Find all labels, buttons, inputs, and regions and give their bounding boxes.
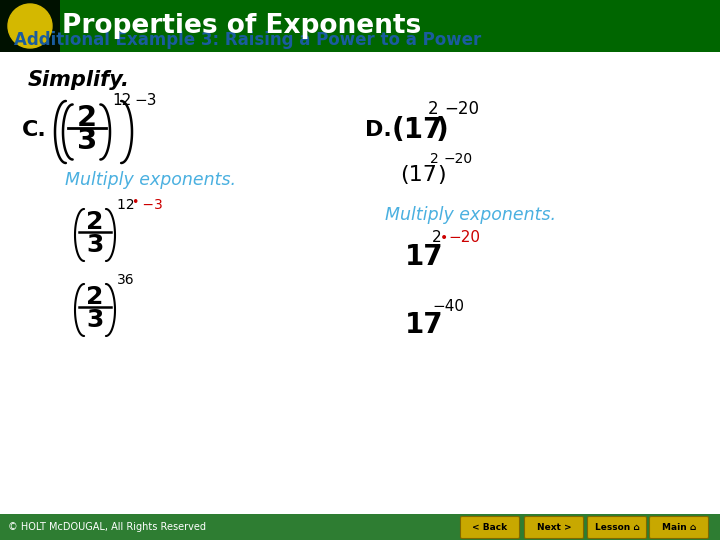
Text: Multiply exponents.: Multiply exponents.: [385, 206, 556, 224]
Text: −20: −20: [448, 230, 480, 245]
Text: −20: −20: [444, 100, 479, 118]
Text: 2: 2: [86, 210, 104, 234]
Text: (17: (17: [392, 116, 444, 144]
Text: 2: 2: [77, 104, 97, 132]
Text: ): ): [436, 116, 449, 144]
FancyBboxPatch shape: [524, 516, 583, 538]
Circle shape: [8, 4, 52, 48]
Text: ): ): [437, 165, 446, 185]
Text: Additional Example 3: Raising a Power to a Power: Additional Example 3: Raising a Power to…: [14, 31, 481, 49]
Text: Next >: Next >: [536, 523, 571, 532]
Text: 2: 2: [430, 152, 438, 166]
Text: Simplify.: Simplify.: [28, 70, 130, 90]
FancyBboxPatch shape: [461, 516, 520, 538]
Text: −3: −3: [138, 198, 163, 212]
Text: −40: −40: [432, 299, 464, 314]
Bar: [0, 0, 720, 52]
Text: 2: 2: [86, 285, 104, 309]
Text: Properties of Exponents: Properties of Exponents: [62, 13, 421, 39]
Text: 2: 2: [428, 100, 438, 118]
Text: 3: 3: [86, 233, 104, 257]
Text: 36: 36: [117, 273, 135, 287]
Text: (17: (17: [400, 165, 437, 185]
Text: Lesson ⌂: Lesson ⌂: [595, 523, 639, 532]
Text: C.: C.: [22, 120, 47, 140]
Bar: [0, 0, 60, 52]
Text: 17: 17: [405, 243, 444, 271]
Text: 12: 12: [117, 198, 139, 212]
FancyBboxPatch shape: [588, 516, 647, 538]
Text: 3: 3: [86, 308, 104, 332]
Text: 3: 3: [77, 127, 97, 155]
Text: 12: 12: [112, 93, 131, 108]
Bar: [0, 514, 720, 540]
Text: −20: −20: [444, 152, 473, 166]
Text: < Back: < Back: [472, 523, 508, 532]
Text: Multiply exponents.: Multiply exponents.: [65, 171, 236, 189]
Text: •: •: [131, 196, 138, 209]
Text: Main ⌂: Main ⌂: [662, 523, 696, 532]
Text: D.: D.: [365, 120, 392, 140]
FancyBboxPatch shape: [649, 516, 708, 538]
Text: •: •: [440, 231, 449, 245]
Text: 17: 17: [405, 311, 444, 339]
Text: © HOLT McDOUGAL, All Rights Reserved: © HOLT McDOUGAL, All Rights Reserved: [8, 522, 206, 532]
Text: −3: −3: [134, 93, 156, 108]
Text: 2: 2: [432, 230, 441, 245]
